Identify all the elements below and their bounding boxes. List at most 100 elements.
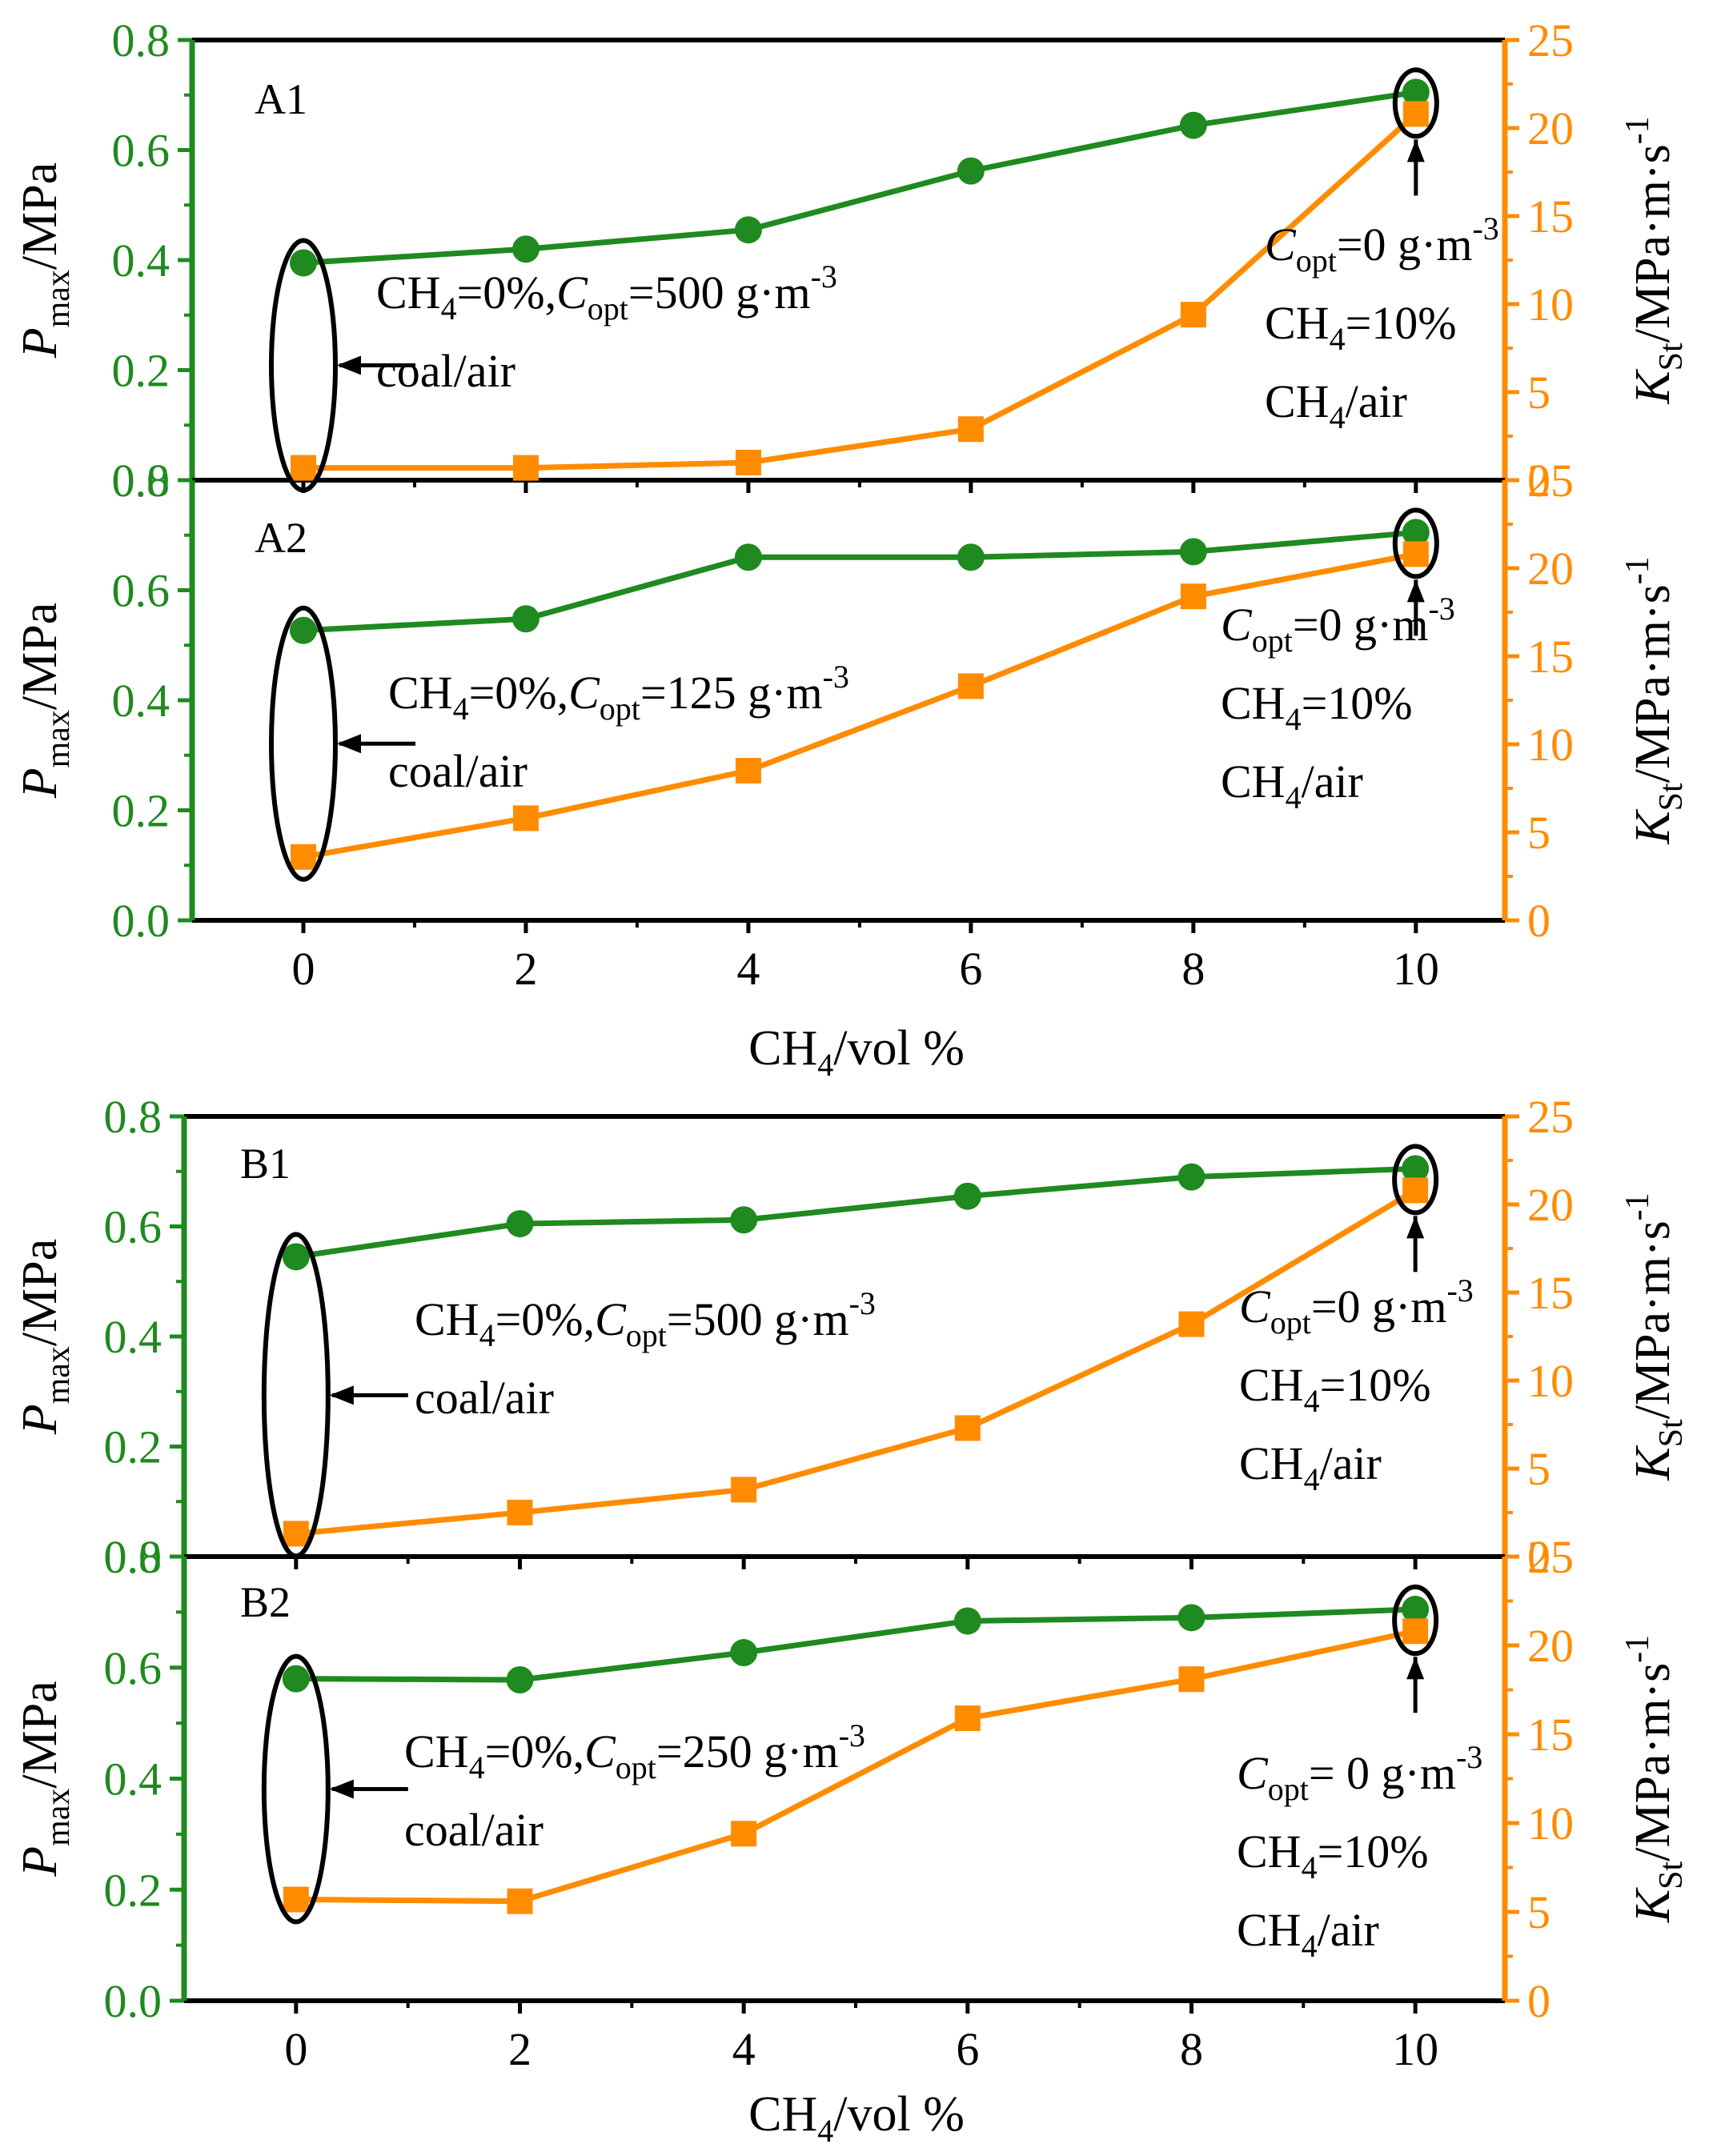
a2-pmax-point	[1179, 538, 1207, 566]
b1-panel-label: B1	[240, 1140, 291, 1188]
a2-kst-point	[1402, 541, 1429, 567]
b2-panel-label: B2	[240, 1578, 291, 1626]
a1-annotation-right-1: CH4=10%	[1265, 297, 1457, 357]
b2-annotation-left-0: CH4=0%,Copt=250 g·m-3	[404, 1717, 865, 1785]
b1-ylabel-right: KSt/MPa·m·s-1	[1619, 1192, 1690, 1481]
b2-ylabel-right: KSt/MPa·m·s-1	[1619, 1635, 1690, 1923]
b1-ytick-label-left: 0.2	[104, 1421, 162, 1473]
a2-ylabel-right: KSt/MPa·m·s-1	[1619, 556, 1690, 844]
a2-annotation-left-1: coal/air	[388, 745, 528, 797]
a1-ytick-label-right: 15	[1527, 190, 1574, 242]
b1-ytick-label-right: 5	[1527, 1443, 1551, 1495]
b2-xtick-label: 0	[284, 2023, 307, 2075]
a2-ellipse-end	[1392, 507, 1439, 579]
a2-pmax-point	[289, 616, 317, 644]
b2-xtick-label: 6	[956, 2023, 979, 2075]
a1-kst-point	[1402, 101, 1429, 127]
b1-ytick-label-right: 15	[1527, 1267, 1574, 1319]
b1-annotation-left-0: CH4=0%,Copt=500 g·m-3	[415, 1285, 876, 1353]
a1-ytick-label-right: 20	[1527, 102, 1574, 154]
a1-pmax-point	[511, 235, 540, 263]
a2-annotation-right-1: CH4=10%	[1221, 677, 1413, 737]
b2-pmax-point	[1402, 1595, 1430, 1623]
b2-arrow-up-head	[1406, 1657, 1425, 1680]
a2-ytick-label-right: 0	[1527, 895, 1551, 947]
b1-pmax-point	[953, 1182, 981, 1210]
a2-annotation-left-0: CH4=0%,Copt=125 g·m-3	[388, 659, 849, 727]
a2-arrow-left-head	[336, 734, 361, 754]
b1-ytick-label-right: 20	[1527, 1179, 1574, 1231]
b2-annotation-right-1: CH4=10%	[1237, 1825, 1429, 1885]
a1-pmax-point	[957, 157, 985, 185]
a1-ytick-label-right: 10	[1527, 279, 1574, 331]
a1-ytick-label-left: 0.8	[112, 14, 170, 66]
b2-kst-point	[954, 1705, 981, 1732]
b1-pmax-point	[730, 1206, 758, 1234]
a2-series-pmax-line	[303, 529, 1417, 634]
b1-kst-point	[731, 1477, 757, 1503]
a1-annotation-left-1: coal/air	[376, 345, 516, 397]
b2-kst-point	[1402, 1618, 1429, 1645]
b2-ytick-label-right: 5	[1527, 1886, 1551, 1938]
a2-ytick-label-left: 0.0	[112, 895, 170, 947]
a1-ytick-label-right: 25	[1527, 14, 1574, 66]
a2-xtick-label: 4	[736, 943, 760, 995]
a2-kst-point	[290, 844, 316, 870]
a1-ytick-label-left: 0.6	[112, 125, 170, 177]
b1-annotation-right-2: CH4/air	[1239, 1437, 1382, 1497]
b1-arrow-up-head	[1406, 1216, 1425, 1239]
a1-pmax-point	[1179, 111, 1207, 139]
b2-ylabel-left: Pmax/MPa	[13, 1681, 77, 1877]
b1-pmax-point	[1402, 1155, 1430, 1183]
a1-pmax-point	[1402, 78, 1430, 106]
b1-ytick-label-right: 25	[1527, 1091, 1574, 1143]
a2-ytick-label-left: 0.4	[112, 675, 170, 727]
b2-kst-point	[1178, 1666, 1205, 1693]
b2-kst-point	[283, 1886, 309, 1913]
b2-ytick-label-left: 0.0	[104, 1975, 162, 2027]
a1-kst-point	[1180, 302, 1206, 328]
a1-arrow-left-head	[336, 355, 361, 375]
a1-ytick-label-right: 0	[1527, 455, 1551, 507]
b1-kst-point	[1402, 1177, 1429, 1204]
a1-kst-point	[957, 416, 984, 443]
a1-kst-point	[512, 455, 539, 481]
b2-ytick-label-left: 0.2	[104, 1864, 162, 1916]
a1-series-kst-line	[303, 111, 1418, 471]
a2-xtick-label: 8	[1181, 943, 1205, 995]
a1-annotation-right-2: CH4/air	[1265, 375, 1407, 435]
a2-kst-point	[735, 758, 761, 783]
a1-pmax-point	[289, 249, 317, 277]
b2-annotation-right-2: CH4/air	[1237, 1904, 1379, 1964]
b2-ytick-label-right: 10	[1527, 1797, 1574, 1849]
b2-ytick-label-right: 0	[1527, 1975, 1551, 2027]
b1-pmax-point	[506, 1210, 534, 1238]
a2-pmax-point	[1402, 519, 1430, 547]
plot-data	[261, 67, 1439, 1925]
a2-ytick-label-right: 10	[1527, 719, 1574, 771]
a1-ytick-label-left: 0.2	[112, 345, 170, 397]
a2-ytick-label-right: 15	[1527, 631, 1574, 683]
b2-kst-point	[507, 1888, 533, 1914]
b2-xtick-label: 10	[1392, 2023, 1438, 2075]
b2-annotation-right-0: Copt= 0 g·m-3	[1237, 1739, 1482, 1807]
a2-kst-point	[512, 805, 539, 832]
b2-xtick-label: 2	[508, 2023, 532, 2075]
a2-ytick-label-right: 5	[1527, 807, 1551, 859]
b2-ellipse-start	[261, 1653, 331, 1925]
b1-ytick-label-left: 0.8	[104, 1091, 162, 1143]
b2-kst-point	[731, 1821, 757, 1847]
a2-ytick-label-right: 20	[1527, 543, 1574, 595]
b2-ytick-label-right: 20	[1527, 1620, 1574, 1672]
plot-frames	[170, 38, 1519, 2014]
b1-ellipse-start	[261, 1232, 331, 1559]
b2-ytick-label-left: 0.8	[104, 1531, 162, 1583]
b2-xtick-label: 4	[732, 2023, 756, 2075]
a1-ellipse-end	[1392, 67, 1439, 139]
b2-xtick-label: 8	[1180, 2023, 1203, 2075]
b1-arrow-left-head	[329, 1385, 354, 1405]
x-axis-label-top: CH4/vol %	[748, 1021, 965, 1083]
b2-ytick-label-right: 15	[1527, 1709, 1574, 1761]
a1-kst-point	[735, 450, 761, 475]
